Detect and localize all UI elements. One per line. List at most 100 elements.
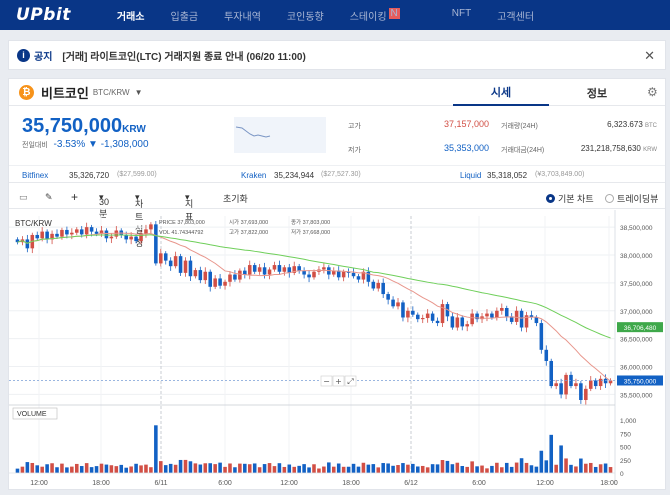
candle-body [416, 314, 420, 320]
volume-bar [282, 466, 287, 473]
volume-bar [411, 463, 415, 473]
volume-bar [465, 466, 469, 473]
zoom-button[interactable] [320, 375, 333, 387]
gear-icon[interactable]: ⚙ [647, 85, 658, 99]
candle-body [460, 317, 465, 327]
volume-bar [588, 462, 593, 473]
nav-exchange[interactable]: 거래소 [116, 11, 145, 23]
notice-text[interactable]: [거래] 라이트코인(LTC) 거래지원 종료 안내 (06/20 11:00) [62, 51, 306, 63]
volume-bar [252, 463, 257, 473]
close-icon[interactable]: ✕ [644, 48, 655, 63]
price-chart[interactable]: 38,500,000 38,000,000 37,500,000 37,000,000… [9, 210, 665, 490]
nav-investments[interactable]: 투자내역 [224, 11, 261, 23]
nav-coin-trends[interactable]: 코인동향 [286, 11, 324, 23]
exchange-price: 35,326,720 [69, 171, 110, 180]
reset-button[interactable]: 초기화 [223, 194, 248, 204]
volume-bar [173, 464, 178, 473]
chevron-down-icon[interactable]: ▼ [134, 87, 143, 97]
volume-24h: 6,323.673 BTC [565, 120, 657, 129]
volume-bar [60, 463, 64, 473]
volume-bar [247, 464, 252, 473]
tab-quote[interactable]: 시세 [453, 79, 549, 106]
main-nav: 거래소 입출금 투자내역 코인동향 스테이킹 N NFT 고객센터 [116, 7, 560, 23]
nav-customer-center[interactable]: 고객센터 [497, 11, 535, 23]
candle-body [134, 236, 138, 242]
notice-label: 공지 [34, 51, 53, 63]
volume-bar [178, 459, 183, 473]
candle-body [549, 360, 554, 387]
candle-body [243, 270, 247, 275]
volume-bar [579, 458, 583, 473]
volume-bar [608, 467, 613, 473]
y-tick-label: 35,500,000 [620, 392, 653, 399]
volume-bar [470, 461, 474, 473]
volume-bar [455, 462, 460, 473]
crosshair-icon[interactable]: + [71, 190, 79, 204]
candle-body [272, 265, 277, 270]
collapse-icon[interactable]: ▭ [19, 192, 28, 202]
candle-body [564, 374, 568, 395]
volume-bar [302, 464, 306, 473]
candle-body [509, 316, 514, 322]
candle-body [435, 320, 440, 324]
coin-name[interactable]: 비트코인 [41, 85, 89, 101]
zoom-button[interactable] [344, 375, 357, 387]
candle-body [336, 270, 341, 278]
exchange-name: Kraken [241, 171, 267, 180]
candle-body [430, 313, 435, 321]
volume-bar [386, 463, 390, 473]
nav-staking[interactable]: 스테이킹 N [350, 7, 426, 23]
change-percent: -3.53% [53, 139, 86, 150]
coin-header: ₿ 비트코인 BTC/KRW ▼ 시세 정보 ⚙ [9, 79, 665, 106]
pencil-icon[interactable]: ✎ [45, 192, 53, 202]
nav-nft[interactable]: NFT [451, 7, 472, 19]
candlestick-chart-svg[interactable]: 38,500,000 38,000,000 37,500,000 37,000,000… [9, 210, 665, 490]
volume-bar [20, 466, 25, 473]
x-tick-label: 6/12 [404, 480, 418, 487]
ohlc-volume: VOL 41.74344792 [159, 230, 203, 236]
change-label: 전일대비 [22, 142, 48, 149]
interval-select[interactable]: 30분 ▾ [99, 192, 110, 219]
candle-body [15, 239, 20, 243]
ohlc-open: 시가 37,693,000 [229, 218, 268, 226]
volume-bar [356, 466, 361, 473]
candle-body [440, 304, 445, 324]
volume-bar [322, 466, 326, 473]
candle-body [480, 316, 484, 320]
zoom-button[interactable] [332, 375, 345, 387]
candle-body [608, 380, 613, 384]
volume-bar [485, 468, 489, 473]
notice-banner[interactable]: i 공지 [거래] 라이트코인(LTC) 거래지원 종료 안내 (06/20 1… [8, 40, 666, 70]
indicator-button[interactable]: 지표 ▾ [185, 192, 194, 222]
volume-bar [490, 465, 494, 473]
candle-body [262, 267, 267, 275]
volume-bar [40, 466, 44, 473]
candle-body [139, 233, 143, 242]
nav-deposit-withdraw[interactable]: 입출금 [170, 11, 199, 23]
candle-body [183, 260, 188, 273]
tradingview-radio[interactable]: 트레이딩뷰 [605, 192, 658, 205]
basic-chart-radio[interactable]: 기본 차트 [546, 192, 594, 205]
volume-bar [134, 463, 138, 473]
candle-body [485, 313, 489, 317]
candle-body [593, 380, 598, 387]
volume-bar [504, 462, 509, 473]
upbit-logo[interactable]: UPbit [16, 5, 71, 25]
ohlc-low: 저가 37,668,000 [291, 228, 330, 236]
tab-info[interactable]: 정보 [586, 87, 608, 100]
volume-bar [406, 464, 410, 473]
candle-body [247, 265, 252, 275]
volume-bar [341, 466, 346, 473]
candle-body [411, 310, 415, 315]
candle-body [534, 317, 539, 324]
candle-body [238, 270, 242, 280]
volume-bar [213, 464, 217, 473]
chart-settings-button[interactable]: 차트설정 ▾ [135, 192, 144, 248]
volume-bar [544, 460, 549, 473]
volume-bar [559, 445, 563, 473]
chart-settings-label: 차트설정 [135, 199, 144, 248]
candle-body [70, 232, 74, 235]
volume-bar [440, 460, 445, 473]
volume-bar [159, 461, 163, 473]
ohlc-close: 종가 37,803,000 [291, 218, 330, 226]
